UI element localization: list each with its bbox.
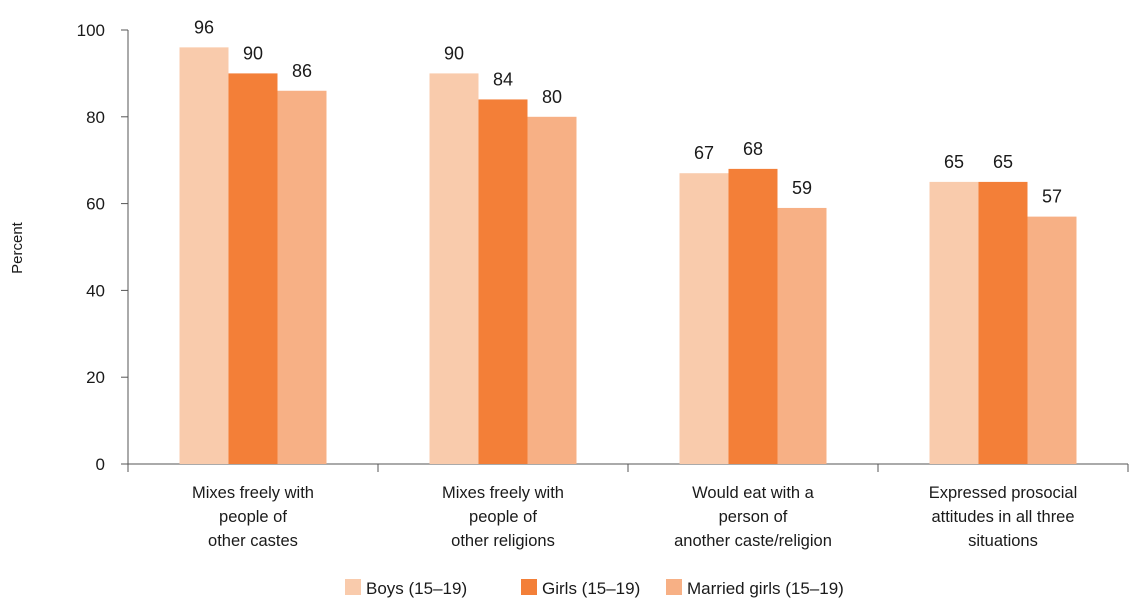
category-label: other castes [208,532,298,550]
y-tick-label: 60 [86,195,105,214]
category-label: Would eat with a [692,484,815,502]
bars [179,47,1077,465]
y-tick-label: 40 [86,281,105,300]
y-tick-label: 100 [77,21,105,40]
bar [527,116,577,465]
data-label: 86 [292,61,312,81]
legend-label: Married girls (15–19) [687,579,844,598]
data-label: 67 [694,143,714,163]
bar [429,73,479,465]
bar [929,181,979,464]
bar [728,168,778,464]
data-label: 96 [194,17,214,37]
data-label: 65 [944,152,964,172]
y-tick-label: 0 [96,455,105,474]
legend-label: Girls (15–19) [542,579,640,598]
category-label: situations [968,532,1038,550]
data-label: 57 [1042,187,1062,207]
category-label: people of [219,508,287,526]
category-labels: Mixes freely with people of other castes Mi… [192,484,1077,550]
bar [679,173,729,464]
bar [777,207,827,464]
data-label: 90 [444,43,464,63]
bar [478,99,528,464]
category-label: another caste/religion [674,532,832,550]
category-label: Mixes freely with [192,484,314,502]
category-label: Expressed prosocial [929,484,1078,502]
data-label: 65 [993,152,1013,172]
bar [978,181,1028,464]
bar [179,47,229,465]
data-label: 90 [243,43,263,63]
category-label: people of [469,508,537,526]
data-labels: 96 90 86 90 84 80 67 68 59 65 65 57 [194,17,1062,206]
legend-label: Boys (15–19) [366,579,467,598]
data-label: 84 [493,69,513,89]
legend-swatch [666,579,682,595]
y-tick-label: 80 [86,108,105,127]
category-label: person of [719,508,788,526]
category-label: other religions [451,532,555,550]
data-label: 59 [792,178,812,198]
category-label: Mixes freely with [442,484,564,502]
bar [1027,216,1077,464]
y-axis-label: Percent [9,221,26,274]
data-label: 68 [743,139,763,159]
data-label: 80 [542,87,562,107]
category-label: attitudes in all three [931,508,1074,526]
legend-swatch [345,579,361,595]
y-tick-label: 20 [86,368,105,387]
bar [277,90,327,464]
legend: Boys (15–19) Girls (15–19) Married girls (… [345,579,844,598]
legend-swatch [521,579,537,595]
bar [228,73,278,465]
